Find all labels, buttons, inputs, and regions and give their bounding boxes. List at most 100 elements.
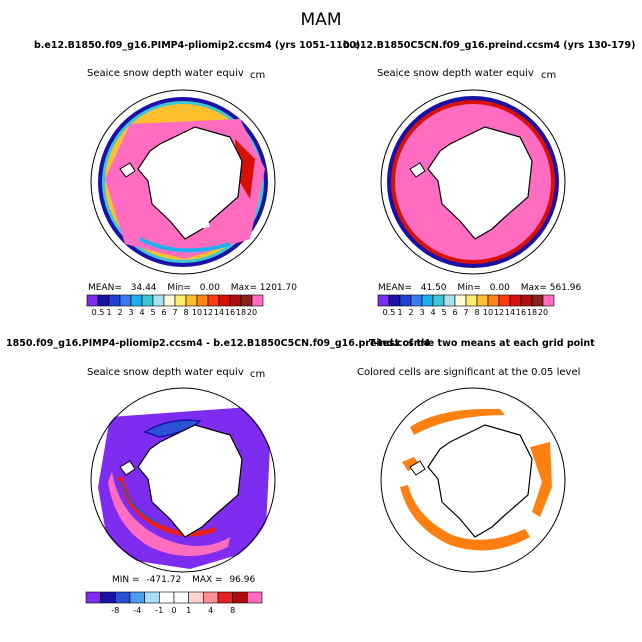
colorbar-box [144,591,160,604]
colorbar-box [218,294,231,307]
colorbar-label: 8 [474,308,480,317]
colorbar-box [531,294,544,307]
colorbar-label: -1 [155,606,164,615]
map-frame [90,89,276,275]
colorbar-box [432,294,445,307]
colorbar-box [399,294,412,307]
colorbar-box [185,294,198,307]
map-frame [380,89,566,275]
min-label: Min= [457,283,481,293]
colorbar-label: 0.5 [382,308,396,317]
colorbar-box [229,294,242,307]
peninsula [119,460,136,476]
colorbar-box [240,294,253,307]
antarctica [427,126,533,240]
colorbar-box [207,294,220,307]
panel2-colorbar-labels: 0.5 1 2 3 4 5 6 7 8 10 12 14 16 18 20 [378,308,554,318]
map-frame [380,387,566,573]
peninsula [409,162,426,178]
panel2-variable: Seaice snow depth water equiv [377,68,534,79]
max-value: 96.96 [229,575,256,585]
panel2-colorbar [377,294,555,307]
colorbar-label: 3 [128,308,134,317]
colorbar-label: 10 [482,308,494,317]
panel3-colorbar [85,591,263,604]
panel3-map [90,387,276,573]
colorbar-label: 8 [230,606,236,615]
antarctica [427,424,533,538]
colorbar-label: 4 [139,308,145,317]
panel2-title: b.e12.B1850C5CN.f09_g16.preind.ccsm4 (yr… [343,40,636,51]
panel1-stats: MEAN= 34.44 Min= 0.00 Max= 1201.70 [88,283,297,293]
diff-negative-patch [143,419,202,438]
panel3-units: cm [250,369,266,380]
colorbar-box [86,294,99,307]
colorbar-label: 8 [183,308,189,317]
max-label: MAX = [192,575,223,585]
colorbar-box [188,591,204,604]
colorbar-box [174,294,187,307]
colorbar-label: 4 [208,606,214,615]
colorbar-label: 6 [161,308,167,317]
colorbar-label: 14 [213,308,225,317]
colorbar-label: 16 [515,308,527,317]
colorbar-box [163,294,176,307]
map-frame [90,387,276,573]
colorbar-box [476,294,489,307]
max-value: 1201.70 [259,283,297,293]
panel4-subtitle: Colored cells are significant at the 0.0… [357,367,581,378]
colorbar-label: 3 [419,308,425,317]
peninsula [409,460,426,476]
colorbar-label: 5 [150,308,156,317]
colorbar-label: 20 [537,308,549,317]
antarctica [137,424,243,538]
colorbar-box [454,294,467,307]
figure-title: MAM [300,10,342,30]
panel4-title: T-test of the two means at each grid poi… [369,338,595,349]
diff-edge-contour [119,481,161,524]
colorbar-label: 20 [246,308,258,317]
colorbar-label: 4 [430,308,436,317]
panel1-colorbar [86,294,264,307]
colorbar-label: 5 [441,308,447,317]
colorbar-box [217,591,233,604]
min-value: 0.00 [489,283,510,293]
min-value: 0.00 [199,283,220,293]
panel3-variable: Seaice snow depth water equiv [87,367,244,378]
snow-low-band [139,237,231,253]
max-label: Max= [230,283,257,293]
colorbar-box [251,294,264,307]
colorbar-box [520,294,533,307]
colorbar-box [443,294,456,307]
panel2-stats: MEAN= 41.50 Min= 0.00 Max= 561.96 [378,283,581,293]
colorbar-label: 12 [202,308,214,317]
colorbar-box [129,591,145,604]
panel1-units: cm [250,70,266,81]
antarctica [137,126,243,240]
signif-arc-south [400,485,530,551]
colorbar-label: 2 [408,308,414,317]
min-label: MIN = [112,575,140,585]
colorbar-box [115,591,131,604]
colorbar-label: 1 [397,308,403,317]
panel3-stats: MIN = -471.72 MAX = 96.96 [112,575,255,585]
colorbar-box [130,294,143,307]
panel2-units: cm [541,70,557,81]
colorbar-label: 16 [224,308,236,317]
colorbar-box [232,591,248,604]
colorbar-box [542,294,555,307]
colorbar-box [410,294,423,307]
colorbar-box [203,591,219,604]
max-value: 561.96 [549,283,582,293]
colorbar-box [152,294,165,307]
colorbar-label: 6 [452,308,458,317]
colorbar-box [159,591,175,604]
panel3-title: 1850.f09_g16.PIMP4-pliomip2.ccsm4 - b.e1… [6,338,431,349]
mean-value: 34.44 [130,283,157,293]
colorbar-label: 0 [171,606,177,615]
panel3-colorbar-labels: -8 -4 -1 0 1 4 8 [86,606,262,616]
colorbar-label: -4 [133,606,142,615]
panel1-variable: Seaice snow depth water equiv [87,68,244,79]
colorbar-label: 2 [117,308,123,317]
colorbar-box [196,294,209,307]
